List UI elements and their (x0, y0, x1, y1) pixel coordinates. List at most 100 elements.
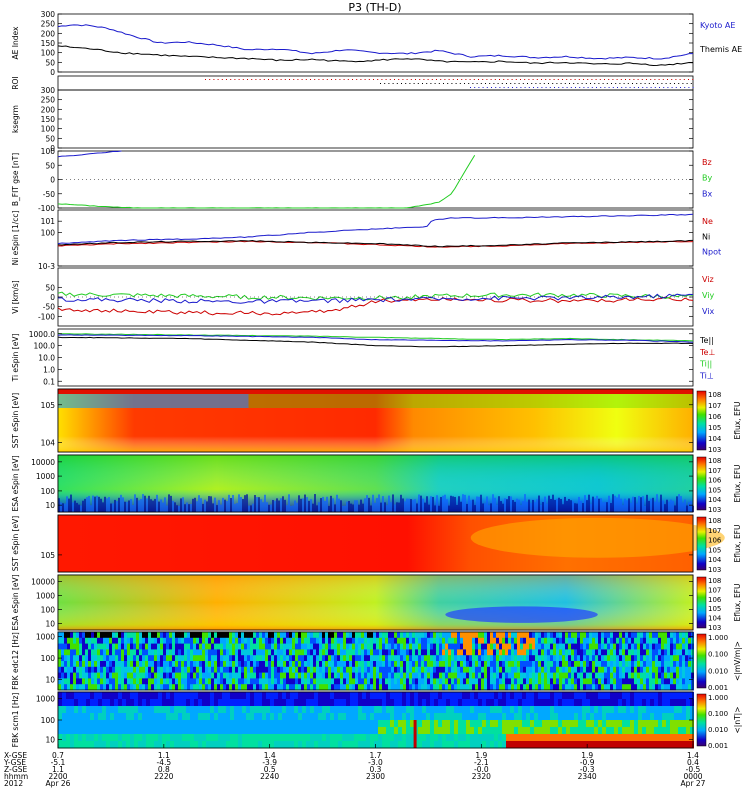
x-axis-row-label: Y-GSE (3, 758, 26, 767)
colorbar-label: Eflux, EFU (733, 465, 742, 503)
roi-marker (564, 83, 566, 84)
y-tick-label: -100 (38, 204, 55, 213)
x-tick-label: -0.3 (580, 765, 595, 774)
roi-marker (653, 83, 654, 84)
y-tick-label: 10000 (31, 458, 55, 467)
roi-marker (595, 79, 597, 80)
roi-marker (452, 79, 454, 80)
roi-marker (402, 79, 404, 80)
roi-marker (642, 87, 644, 88)
roi-marker (541, 87, 543, 88)
roi-marker (242, 79, 244, 80)
roi-marker (480, 83, 482, 84)
y-tick-label: 0 (50, 144, 55, 153)
roi-marker (638, 87, 639, 88)
y-tick-label: 150 (41, 115, 56, 124)
y-tick-label: 101 (41, 217, 56, 226)
roi-marker (473, 79, 475, 80)
series-line-vix (57, 293, 694, 304)
roi-marker (326, 79, 328, 80)
colorbar (696, 633, 707, 689)
y-tick-label: 1000 (36, 695, 55, 704)
x-tick-label: 0.4 (687, 758, 699, 767)
x-axis-row-label: hhmm (4, 772, 28, 781)
roi-marker (528, 87, 530, 88)
x-tick-label: 0.3 (370, 765, 382, 774)
roi-marker (520, 87, 522, 88)
roi-marker (364, 79, 366, 80)
roi-marker (617, 87, 618, 88)
roi-marker (612, 79, 614, 80)
x-tick-label: Apr 27 (681, 779, 706, 788)
x-axis-row-label: X-GSE (4, 751, 27, 760)
roi-marker (461, 79, 463, 80)
roi-marker (663, 87, 665, 88)
y-tick-label: 10 (45, 736, 55, 745)
roi-marker (669, 83, 671, 84)
colorbar-tick-label: 107 (708, 586, 721, 594)
roi-marker (205, 79, 206, 80)
roi-marker (591, 79, 593, 80)
roi-marker (621, 87, 623, 88)
colorbar-tick-label: 106 (708, 477, 722, 485)
legend-bz: Bz (702, 158, 712, 167)
colorbar-tick-label: 1.000 (708, 634, 728, 642)
roi-marker (590, 83, 591, 84)
roi-marker (583, 79, 584, 80)
roi-marker (524, 79, 526, 80)
roi-marker (230, 79, 232, 80)
roi-marker (417, 83, 419, 84)
colorbar-tick-label: 107 (708, 402, 721, 410)
roi-marker (675, 79, 677, 80)
roi-marker (646, 87, 648, 88)
y-tick-label: 10-3 (38, 262, 55, 271)
x-tick-label: 2320 (472, 772, 491, 781)
spectrogram-fill (58, 575, 693, 630)
roi-marker (679, 79, 681, 80)
colorbar-tick-label: 104 (708, 556, 722, 564)
roi-marker (573, 83, 575, 84)
roi-marker (347, 79, 349, 80)
x-tick-label: Apr 26 (46, 779, 71, 788)
roi-marker (658, 79, 660, 80)
colorbar-tick-label: 105 (708, 486, 721, 494)
legend-themis-ae: Themis AE (699, 45, 742, 54)
colorbar (696, 576, 707, 629)
x-axis-row-label: 2012 (4, 779, 23, 788)
roi-marker (625, 87, 627, 88)
roi-marker (398, 79, 400, 80)
roi-marker (297, 79, 299, 80)
roi-marker (539, 83, 541, 84)
legend-viz: Viz (702, 275, 714, 284)
roi-marker (536, 79, 538, 80)
colorbar-tick-label: 107 (708, 467, 721, 475)
colorbar-tick-label: 104 (708, 496, 722, 504)
roi-marker (443, 83, 444, 84)
roi-marker (553, 79, 555, 80)
roi-marker (434, 83, 436, 84)
roi-marker (503, 87, 505, 88)
roi-marker (522, 83, 524, 84)
roi-marker (627, 83, 629, 84)
roi-marker (528, 79, 530, 80)
roi-marker (558, 87, 560, 88)
panel-11: FBK edc12 [Hz] 1.000 0.100 0.010 0.001 <|mV/m… (11, 631, 742, 692)
roi-marker (552, 83, 554, 84)
roi-marker (422, 83, 423, 84)
roi-marker (596, 87, 597, 88)
roi-marker (419, 79, 421, 80)
panel-frame (57, 89, 694, 149)
x-tick-label: 1.4 (687, 751, 699, 760)
roi-marker (431, 79, 433, 80)
y-tick-label: 0 (50, 293, 55, 302)
roi-marker (447, 83, 449, 84)
roi-marker (585, 83, 587, 84)
panel-frame (57, 13, 694, 73)
legend-ti-: Ti|| (699, 360, 712, 369)
roi-marker (594, 83, 596, 84)
roi-marker (527, 83, 528, 84)
roi-marker (599, 79, 601, 80)
x-tick-label: -5.1 (51, 758, 66, 767)
roi-marker (688, 87, 690, 88)
